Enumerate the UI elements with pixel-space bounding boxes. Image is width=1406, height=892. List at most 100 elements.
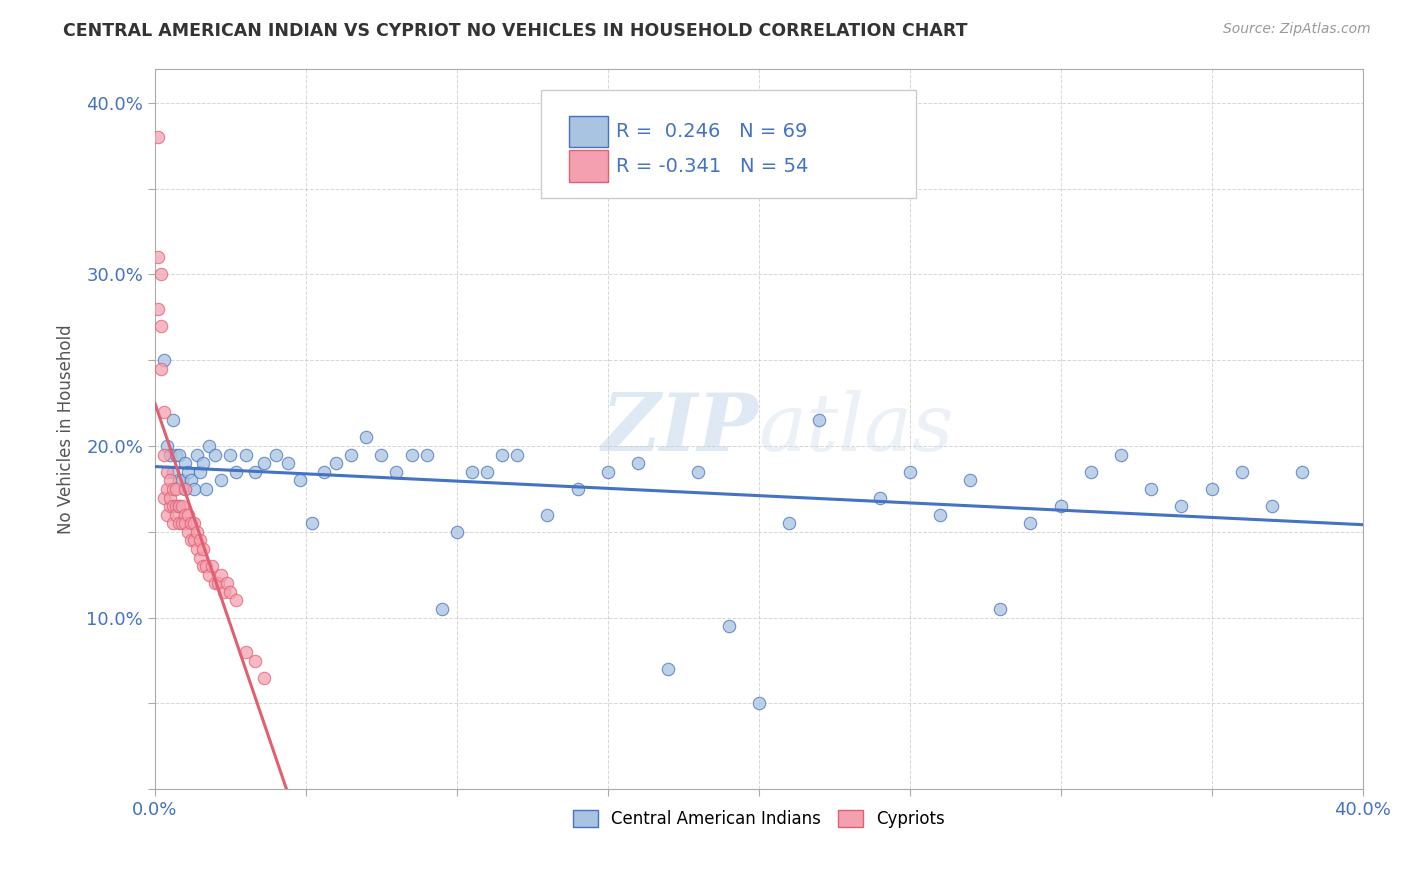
Point (198, 439, 221, 453)
Point (1080, 465, 1102, 479)
Point (174, 482, 197, 496)
Point (174, 456, 197, 470)
Point (201, 559, 224, 574)
Point (162, 413, 184, 427)
Point (165, 508, 187, 522)
Point (928, 508, 950, 522)
Text: ZIP: ZIP (602, 390, 759, 467)
Point (188, 465, 211, 479)
Point (167, 499, 190, 513)
Point (153, 405, 176, 419)
Point (401, 448, 423, 462)
Point (195, 482, 218, 496)
Point (415, 448, 437, 462)
Point (165, 448, 187, 462)
Point (167, 516, 190, 531)
Point (186, 524, 208, 539)
Point (657, 662, 679, 676)
Point (209, 474, 232, 488)
Point (172, 516, 194, 531)
Point (430, 602, 453, 616)
Point (195, 559, 218, 574)
Point (506, 448, 529, 462)
Point (209, 567, 232, 582)
Point (204, 576, 226, 591)
Point (167, 474, 190, 488)
Point (156, 508, 179, 522)
Point (167, 499, 190, 513)
Point (225, 593, 247, 607)
Point (1170, 499, 1192, 513)
Point (217, 576, 239, 591)
Point (150, 361, 173, 376)
Point (162, 516, 184, 531)
Point (235, 645, 257, 659)
Point (198, 567, 221, 582)
Point (165, 499, 187, 513)
Point (1019, 516, 1042, 531)
FancyBboxPatch shape (541, 90, 915, 198)
Point (475, 465, 498, 479)
Point (225, 465, 247, 479)
Point (183, 482, 205, 496)
Point (567, 482, 589, 496)
Point (167, 448, 190, 462)
Point (1109, 448, 1132, 462)
Point (748, 697, 770, 711)
Point (988, 602, 1011, 616)
Point (193, 541, 215, 556)
Point (288, 474, 311, 488)
Point (808, 413, 831, 427)
Point (778, 516, 800, 531)
Point (370, 448, 392, 462)
Point (243, 653, 266, 667)
Point (688, 465, 710, 479)
Point (1291, 465, 1313, 479)
Point (150, 318, 173, 333)
Point (159, 448, 181, 462)
Point (356, 430, 378, 444)
Text: R =  0.246   N = 69: R = 0.246 N = 69 (616, 122, 807, 141)
Point (385, 465, 408, 479)
Point (162, 499, 184, 513)
Point (159, 499, 181, 513)
Point (156, 482, 179, 496)
Point (898, 465, 921, 479)
Text: atlas: atlas (759, 390, 955, 467)
Point (162, 465, 184, 479)
Point (150, 268, 173, 282)
Point (717, 619, 740, 633)
Y-axis label: No Vehicles in Household: No Vehicles in Household (58, 324, 75, 533)
Point (627, 456, 650, 470)
Point (153, 353, 176, 368)
Point (183, 516, 205, 531)
Point (174, 482, 197, 496)
Point (177, 524, 200, 539)
Point (183, 533, 205, 548)
Text: R = -0.341   N = 54: R = -0.341 N = 54 (616, 157, 808, 176)
Point (180, 474, 202, 488)
Point (277, 456, 299, 470)
Point (596, 465, 619, 479)
Point (153, 448, 176, 462)
Point (1049, 499, 1071, 513)
Point (186, 448, 208, 462)
Point (159, 491, 181, 505)
Point (340, 448, 363, 462)
Text: CENTRAL AMERICAN INDIAN VS CYPRIOT NO VEHICLES IN HOUSEHOLD CORRELATION CHART: CENTRAL AMERICAN INDIAN VS CYPRIOT NO VE… (63, 22, 967, 40)
Point (207, 576, 229, 591)
Point (188, 550, 211, 565)
Point (165, 482, 187, 496)
Point (264, 448, 287, 462)
Point (193, 456, 215, 470)
Point (174, 516, 197, 531)
Point (1261, 499, 1284, 513)
FancyBboxPatch shape (569, 151, 607, 182)
Point (180, 533, 202, 548)
Point (177, 508, 200, 522)
Point (156, 439, 179, 453)
Legend: Central American Indians, Cypriots: Central American Indians, Cypriots (567, 804, 952, 835)
Point (156, 465, 179, 479)
Point (146, 301, 169, 316)
Point (1201, 482, 1223, 496)
